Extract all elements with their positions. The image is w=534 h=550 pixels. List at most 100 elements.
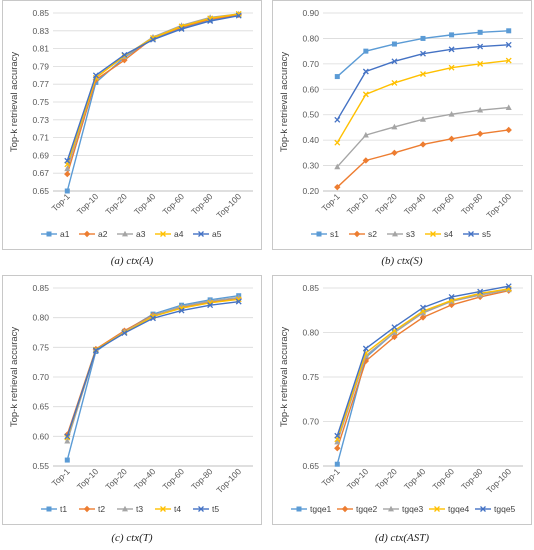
chart-b-ytick-label: 0.70 (302, 59, 319, 69)
chart-a-ytick-label: 0.73 (32, 115, 49, 125)
chart-b-ytick-label: 0.40 (302, 135, 319, 145)
chart-d-ytick-label: 0.80 (302, 328, 319, 338)
chart-a-xtick-label: Top-10 (75, 191, 101, 217)
chart-b-point-s5 (362, 68, 369, 75)
chart-c-legend-label-t4: t4 (174, 504, 181, 514)
chart-d-point-tgqe5 (362, 345, 369, 352)
chart-b-point-s2 (419, 141, 427, 148)
chart-b-xtick-label: Top-10 (345, 191, 371, 217)
chart-a-ytick-label: 0.77 (32, 79, 49, 89)
chart-b-caption: (b) ctx(S) (381, 255, 423, 267)
chart-c-xtick-label: Top-40 (132, 466, 158, 492)
chart-d-legend-label-tgqe4: tgqe4 (448, 504, 470, 514)
chart-d-point-tgqe2 (448, 301, 455, 309)
chart-b-point-s5 (391, 58, 398, 65)
chart-c-ytick-label: 0.75 (32, 342, 49, 352)
chart-c-ylabel: Top-k retrieval accuracy (9, 327, 20, 428)
chart-a-point-a5 (235, 12, 242, 19)
chart-b-point-s1 (449, 32, 455, 38)
chart-b-line-s5 (336, 44, 509, 121)
chart-c-point-t3 (64, 437, 71, 444)
chart-a-legend-label-a1: a1 (60, 229, 70, 239)
chart-d-point-tgqe3 (391, 329, 398, 335)
chart-a-legend-label-a5: a5 (212, 229, 222, 239)
chart-c-ytick-label: 0.60 (32, 431, 49, 441)
chart-a-xtick-label: Top-80 (189, 191, 215, 217)
chart-a-point-a5 (64, 157, 71, 164)
chart-c-series-t5 (64, 298, 242, 440)
chart-a-ytick-label: 0.83 (32, 26, 49, 36)
chart-d-legend-label-tgqe2: tgqe2 (356, 504, 378, 514)
chart-c-legend-label-t1: t1 (60, 504, 67, 514)
chart-c-legend-label-t2: t2 (98, 504, 105, 514)
chart-b-line-s4 (336, 59, 509, 144)
chart-b-point-s1 (391, 41, 397, 47)
chart-c-point-t5 (178, 307, 185, 314)
chart-b-legend-label-s1: s1 (330, 229, 339, 239)
chart-panel-b: 0.20 0.30 0.40 0.50 0.60 0.70 0.80 0.90 Top-1 Top… (272, 0, 532, 250)
chart-a-xtick-label: Top-20 (103, 191, 129, 217)
chart-a-ytick-label: 0.85 (32, 8, 49, 18)
chart-c-line-t4 (66, 298, 239, 438)
chart-d-xtick-label: Top-20 (373, 466, 399, 492)
chart-c-xtick-label: Top-10 (75, 466, 101, 492)
chart-a-ytick-label: 0.71 (32, 133, 49, 143)
chart-d-xtick-label: Top-60 (431, 466, 457, 492)
chart-a-caption: (a) ctx(A) (110, 255, 154, 267)
chart-a-legend-marker-a5 (198, 231, 204, 237)
chart-b-point-s3 (362, 131, 369, 138)
chart-a-point-a5 (207, 18, 214, 24)
chart-a-legend-marker-a3 (122, 230, 128, 237)
chart-b-point-s4 (362, 91, 369, 98)
chart-b-legend-label-s5: s5 (482, 229, 491, 239)
chart-b-xtick-label: Top-40 (402, 191, 428, 217)
chart-a-legend-label-a2: a2 (98, 229, 108, 239)
chart-d-point-tgqe3 (477, 291, 484, 298)
chart-b-point-s3 (477, 106, 484, 113)
chart-b-point-s1 (334, 74, 340, 80)
chart-d-legend-marker-tgqe5 (480, 506, 486, 512)
chart-d-series-tgqe5 (334, 283, 512, 439)
chart-b-legend-label-s4: s4 (444, 229, 453, 239)
chart-b-point-s1 (420, 35, 426, 41)
chart-panel-a: 0.65 0.67 0.69 0.71 0.73 0.75 0.77 0.79 0.81 0.83… (2, 0, 262, 250)
chart-d-xtick-label: Top-40 (402, 466, 428, 492)
chart-b-legend-label-s2: s2 (368, 229, 377, 239)
chart-b-legend-marker-s3 (392, 230, 398, 237)
chart-d-ytick-label: 0.85 (302, 283, 319, 293)
chart-b-point-s3 (334, 163, 341, 170)
chart-c-point-t5 (150, 315, 156, 322)
chart-a-ytick-label: 0.79 (32, 61, 49, 71)
chart-d-legend-marker-tgqe3 (388, 505, 394, 512)
chart-c-point-t4 (64, 434, 71, 441)
chart-a-point-a5 (178, 26, 185, 32)
chart-b-point-s1 (363, 48, 369, 54)
chart-b-point-s4 (448, 64, 455, 71)
chart-b-xtick-label: Top-100 (484, 191, 513, 220)
chart-b-legend: s1 s2 s3 s4 s5 (311, 229, 491, 239)
chart-d-ylabel: Top-k retrieval accuracy (279, 327, 290, 428)
chart-b-point-s4 (334, 139, 341, 146)
chart-d-legend: tgqe1 tgqe2 tgqe3 tgqe4 tgqe5 (291, 504, 516, 514)
chart-c-legend: t1 t2 t3 t4 t5 (41, 504, 219, 514)
chart-a-ytick-label: 0.67 (32, 168, 49, 178)
chart-d-legend-label-tgqe3: tgqe3 (402, 504, 424, 514)
chart-b-legend-label-s3: s3 (406, 229, 415, 239)
chart-c-legend-marker-t3 (122, 505, 128, 512)
chart-b-series-s1 (334, 28, 512, 80)
chart-d-point-tgqe5 (391, 324, 398, 331)
chart-a-series-a5 (64, 12, 242, 164)
chart-b-point-s3 (391, 123, 398, 130)
chart-c-ytick-label: 0.70 (32, 372, 49, 382)
chart-b-point-s5 (420, 50, 426, 57)
chart-c-legend-label-t3: t3 (136, 504, 143, 514)
chart-a-legend-marker-a4 (160, 231, 166, 237)
chart-b-point-s2 (476, 130, 484, 137)
chart-b-point-s4 (477, 60, 484, 67)
chart-c-ytick-label: 0.55 (32, 461, 49, 471)
chart-d-legend-label-tgqe1: tgqe1 (310, 504, 332, 514)
chart-a-ytick-label: 0.65 (32, 186, 49, 196)
chart-c-xtick-label: Top-80 (189, 466, 215, 492)
